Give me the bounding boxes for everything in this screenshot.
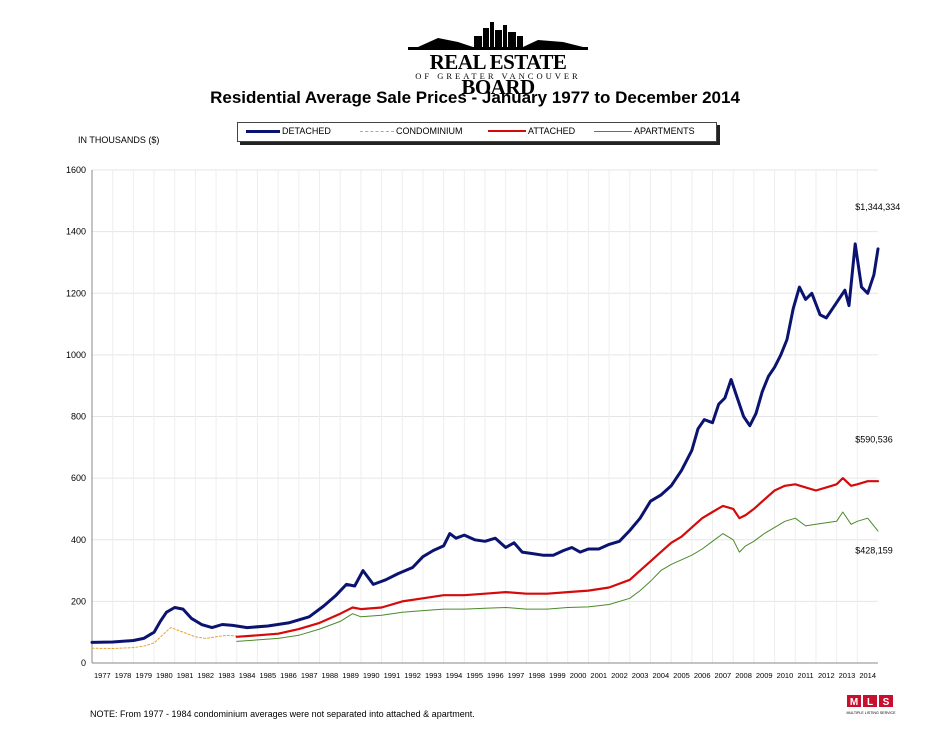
x-tick-label: 1999 [549,671,566,680]
legend-item-condominium: CONDOMINIUM [360,126,463,136]
legend-label: APARTMENTS [634,126,695,136]
y-tick-label: 1000 [66,350,86,360]
series-line-detached [90,242,880,644]
x-tick-label: 1990 [363,671,380,680]
y-tick-label: 200 [71,596,86,606]
x-tick-label: 1997 [508,671,525,680]
x-tick-label: 1981 [177,671,194,680]
legend-swatch-condominium [360,130,394,132]
footnote: NOTE: From 1977 - 1984 condominium avera… [90,709,475,719]
y-tick-label: 800 [71,412,86,422]
mls-letter: L [867,697,873,708]
x-tick-label: 2007 [715,671,732,680]
mls-tagline: MULTIPLE LISTING SERVICE [847,711,897,715]
legend-item-attached: ATTACHED [488,126,575,136]
x-tick-label: 1979 [135,671,152,680]
x-tick-label: 1982 [197,671,214,680]
series-line-attached [235,477,880,638]
x-tick-label: 2004 [652,671,669,680]
x-tick-label: 2009 [756,671,773,680]
vancouver-skyline-logo [408,22,588,50]
x-tick-label: 2000 [570,671,587,680]
chart-title: Residential Average Sale Prices - Januar… [210,88,740,107]
chart-legend: DETACHED CONDOMINIUM ATTACHED APARTMENTS [237,122,717,142]
series-line-condominium [91,627,238,649]
legend-swatch-detached [246,129,280,133]
x-tick-label: 1998 [528,671,545,680]
x-tick-label: 2001 [590,671,607,680]
legend-swatch-apartments [594,130,632,132]
y-tick-label: 1400 [66,227,86,237]
mls-letter: M [850,697,858,708]
legend-label: ATTACHED [528,126,576,136]
y-tick-label: 0 [81,658,86,668]
x-tick-label: 2011 [798,671,814,680]
x-tick-label: 1984 [239,671,256,680]
x-tick-label: 1978 [115,671,132,680]
x-tick-label: 2014 [859,671,876,680]
x-tick-label: 2013 [839,671,856,680]
legend-label: DETACHED [282,126,331,136]
x-tick-label: 2008 [735,671,752,680]
y-tick-label: 600 [71,473,86,483]
x-tick-label: 1977 [94,671,111,680]
mls-letter: S [883,697,890,708]
x-tick-label: 1987 [301,671,318,680]
y-tick-label: 1200 [66,288,86,298]
x-tick-label: 1993 [425,671,442,680]
x-tick-label: 1986 [280,671,297,680]
y-tick-label: 400 [71,535,86,545]
brand-subtitle: OF GREATER VANCOUVER [415,71,581,81]
x-tick-label: 2006 [694,671,711,680]
series-line-apartments [236,511,879,642]
x-tick-label: 1983 [218,671,235,680]
x-tick-label: 2002 [611,671,628,680]
x-tick-label: 1992 [404,671,421,680]
x-tick-label: 2012 [818,671,835,680]
data-label: $590,536 [855,435,893,445]
brand-name: REAL ESTATE BOARD [429,50,567,99]
legend-label: CONDOMINIUM [396,126,463,136]
y-tick-label: 1600 [66,165,86,175]
x-tick-label: 2003 [632,671,649,680]
x-tick-label: 1988 [322,671,339,680]
mls-logo: M L S MULTIPLE LISTING SERVICE [847,695,897,715]
data-label: $1,344,334 [855,202,900,212]
x-tick-label: 1996 [487,671,504,680]
x-tick-label: 2010 [777,671,794,680]
legend-item-apartments: APARTMENTS [594,126,695,136]
x-tick-label: 1995 [466,671,483,680]
x-tick-label: 2005 [673,671,690,680]
x-tick-label: 1989 [342,671,359,680]
x-tick-label: 1991 [384,671,401,680]
x-tick-label: 1980 [156,671,173,680]
legend-swatch-attached [488,130,526,132]
data-label: $428,159 [855,546,893,556]
y-axis-label: IN THOUSANDS ($) [78,135,160,145]
x-tick-label: 1994 [446,671,463,680]
x-tick-label: 1985 [259,671,276,680]
legend-item-detached: DETACHED [246,126,331,136]
